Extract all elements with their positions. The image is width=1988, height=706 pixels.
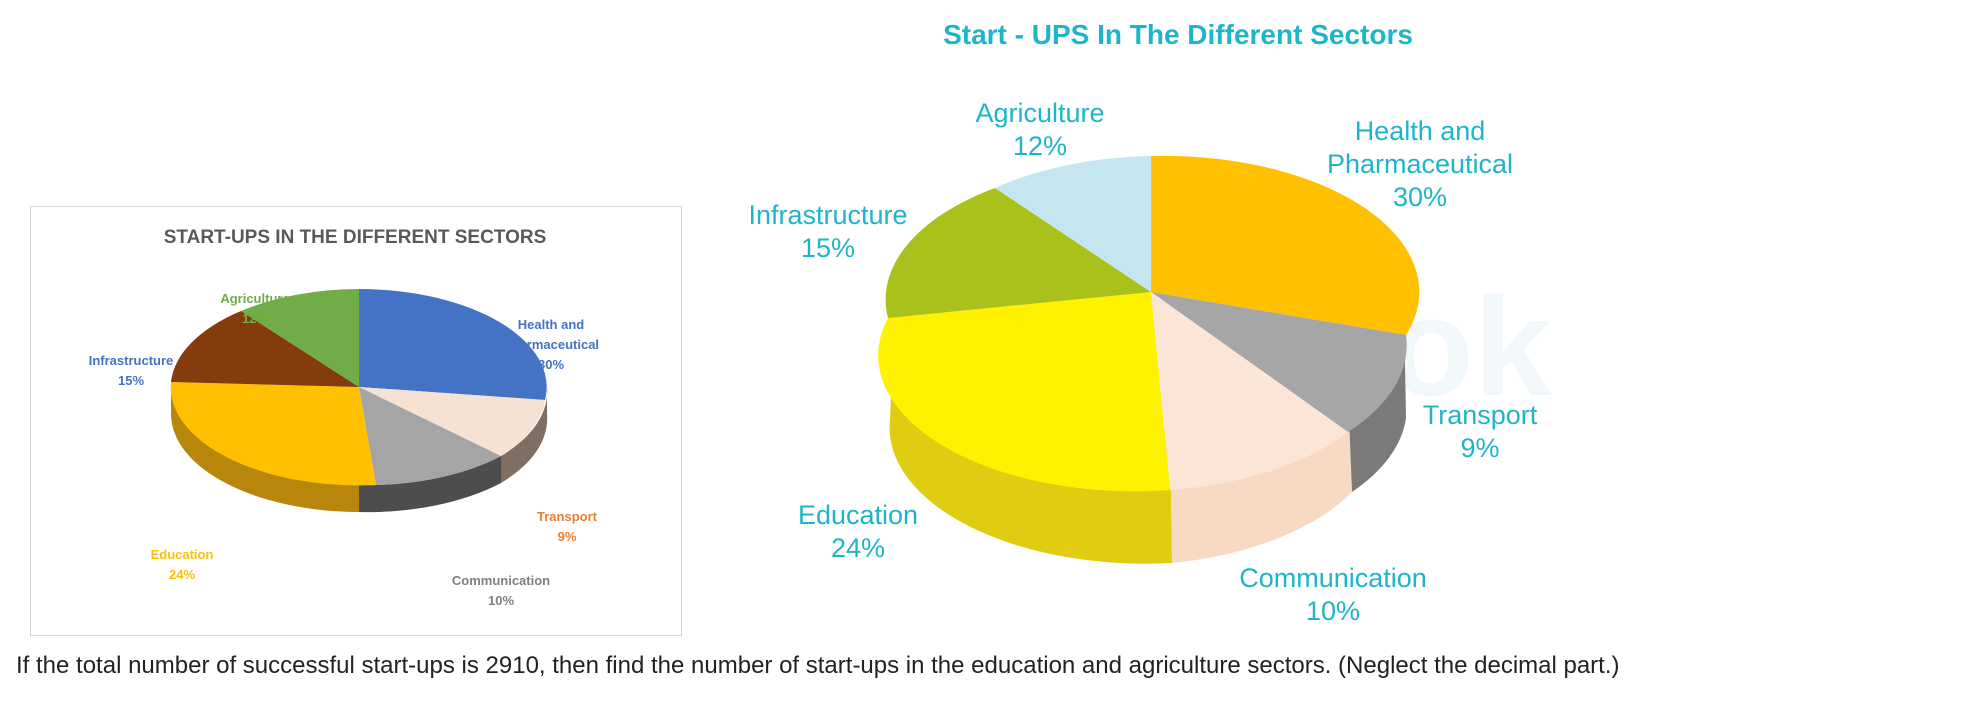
label-agriculture-pct: 12%: [1013, 131, 1067, 161]
slice-communication: [1151, 292, 1348, 490]
label-health-pct: 30%: [538, 357, 564, 372]
slice-transport: [1151, 292, 1407, 432]
right-chart-title: Start - UPS In The Different Sectors: [943, 19, 1413, 50]
label-education: Education: [798, 500, 918, 530]
label-infrastructure-pct: 15%: [801, 233, 855, 263]
label-infrastructure-pct: 15%: [118, 373, 144, 388]
label-transport: Transport: [537, 509, 598, 524]
slice-communication: [359, 387, 501, 485]
label-transport: Transport: [1423, 400, 1538, 430]
label-communication-pct: 10%: [488, 593, 514, 608]
label-infrastructure: Infrastructure: [89, 353, 174, 368]
label-communication: Communication: [1239, 563, 1427, 593]
label-agriculture: Agriculture: [220, 291, 289, 306]
label-education: Education: [151, 547, 214, 562]
label-health-2: Pharmaceutical: [1327, 149, 1513, 179]
right-pie-chart-area: Start - UPS In The Different Sectors tes…: [700, 0, 1600, 640]
label-communication: Communication: [452, 573, 550, 588]
label-transport-pct: 9%: [558, 529, 577, 544]
label-agriculture: Agriculture: [975, 98, 1104, 128]
left-pie-depth: [171, 387, 548, 513]
right-pie-slices: [878, 155, 1420, 492]
slice-infrastructure: [885, 188, 1151, 318]
label-health: Health and: [1355, 116, 1486, 146]
slice-education: [878, 292, 1170, 492]
question-text: If the total number of successful start-…: [16, 652, 1620, 679]
left-pie-chart: START-UPS IN THE DIFFERENT SECTORS Agric…: [89, 227, 599, 608]
label-health-2: Pharmaceutical: [503, 337, 599, 352]
left-chart-title: START-UPS IN THE DIFFERENT SECTORS: [164, 227, 547, 248]
label-agriculture-pct: 12%: [242, 311, 268, 326]
label-transport-pct: 9%: [1460, 433, 1499, 463]
slice-transport: [359, 387, 545, 456]
label-education-pct: 24%: [169, 567, 195, 582]
slice-health: [1151, 155, 1420, 335]
label-education-pct: 24%: [831, 533, 885, 563]
label-infrastructure: Infrastructure: [748, 200, 907, 230]
right-pie-chart: Start - UPS In The Different Sectors tes…: [748, 19, 1551, 626]
label-health-pct: 30%: [1393, 182, 1447, 212]
left-pie-chart-card: START-UPS IN THE DIFFERENT SECTORS Agric…: [30, 206, 682, 636]
slice-agriculture: [241, 289, 359, 387]
left-pie-slices: [170, 289, 547, 486]
label-communication-pct: 10%: [1306, 596, 1360, 626]
slice-agriculture: [995, 156, 1151, 292]
slice-infrastructure: [171, 311, 359, 387]
slice-education: [170, 382, 376, 486]
label-health: Health and: [518, 317, 585, 332]
slice-health: [359, 289, 547, 400]
